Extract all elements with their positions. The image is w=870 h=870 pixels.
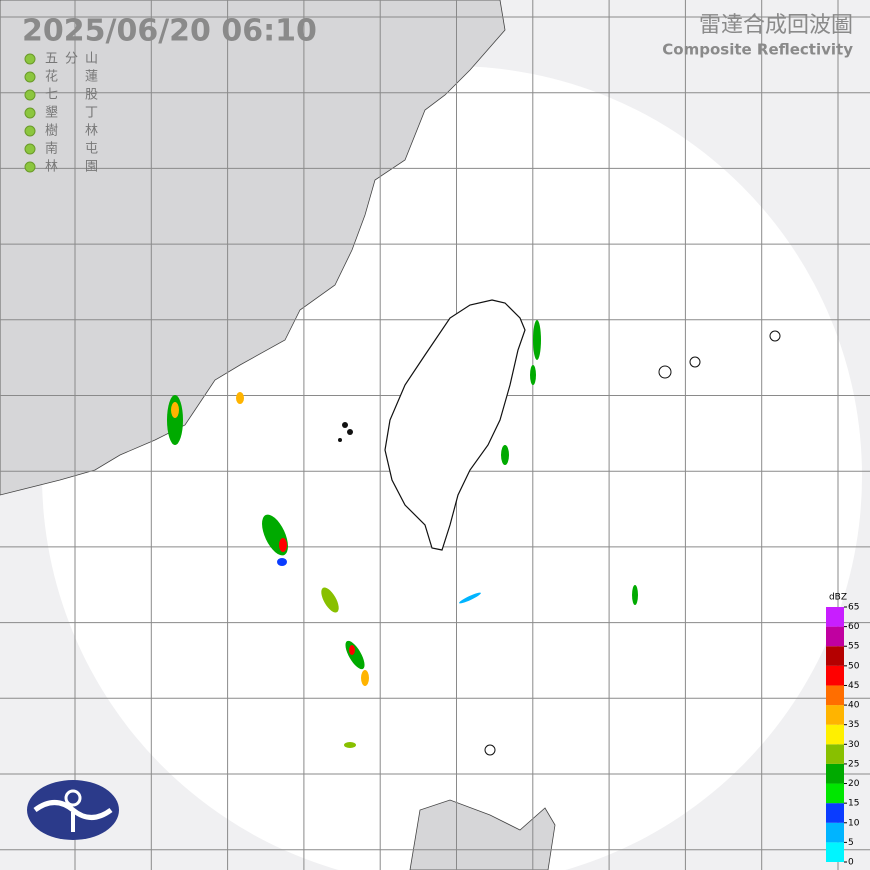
station-dot	[24, 89, 36, 101]
station-dot	[24, 53, 36, 65]
legend-tick-label: 55	[848, 642, 859, 652]
legend-tick-label: 65	[848, 603, 859, 613]
legend-swatch	[826, 685, 844, 706]
legend-tick-label: 25	[848, 759, 859, 769]
title: 雷達合成回波圖	[699, 13, 853, 38]
legend-tick-label: 0	[848, 858, 854, 868]
luzon	[409, 799, 556, 870]
timestamp: 2025/06/20 06:10	[22, 14, 317, 49]
legend-tick-label: 35	[848, 720, 859, 730]
legend-swatch	[826, 705, 844, 725]
legend-tick-label: 60	[848, 622, 860, 632]
legend-swatch	[826, 783, 844, 804]
legend-tick-label: 30	[848, 740, 860, 750]
legend-swatch	[826, 842, 844, 862]
station-dot	[24, 107, 36, 119]
station-dot	[24, 125, 36, 137]
legend-swatch	[826, 724, 844, 745]
station-name: 五分山	[45, 52, 98, 67]
legend-swatch	[826, 822, 844, 843]
legend-swatch	[826, 646, 844, 666]
legend-swatch	[826, 626, 844, 647]
legend-swatch	[826, 803, 844, 823]
echoes	[167, 320, 638, 748]
legend-tick-label: 40	[848, 701, 860, 711]
islands	[338, 330, 781, 756]
color-legend: dBZ 0 5 10 15 20 25 30 35 40 45 50 55 60 65	[826, 593, 860, 868]
station-dot	[24, 143, 36, 155]
legend-tick-label: 45	[848, 681, 859, 691]
legend-swatch	[826, 763, 844, 784]
station-dot	[24, 161, 36, 173]
taiwan	[384, 299, 526, 551]
legend-swatch	[826, 665, 844, 686]
station-dot	[24, 71, 36, 83]
legend-tick-label: 10	[848, 818, 860, 828]
legend-swatch	[826, 607, 844, 627]
legend-tick-label: 5	[848, 838, 854, 848]
legend-tick-label: 15	[848, 799, 859, 809]
legend-tick-label: 50	[848, 661, 860, 671]
legend-tick-label: 20	[848, 779, 860, 789]
logo	[27, 780, 119, 840]
legend-unit: dBZ	[829, 593, 847, 603]
legend-swatch	[826, 744, 844, 764]
subtitle: Composite Reflectivity	[662, 41, 853, 59]
